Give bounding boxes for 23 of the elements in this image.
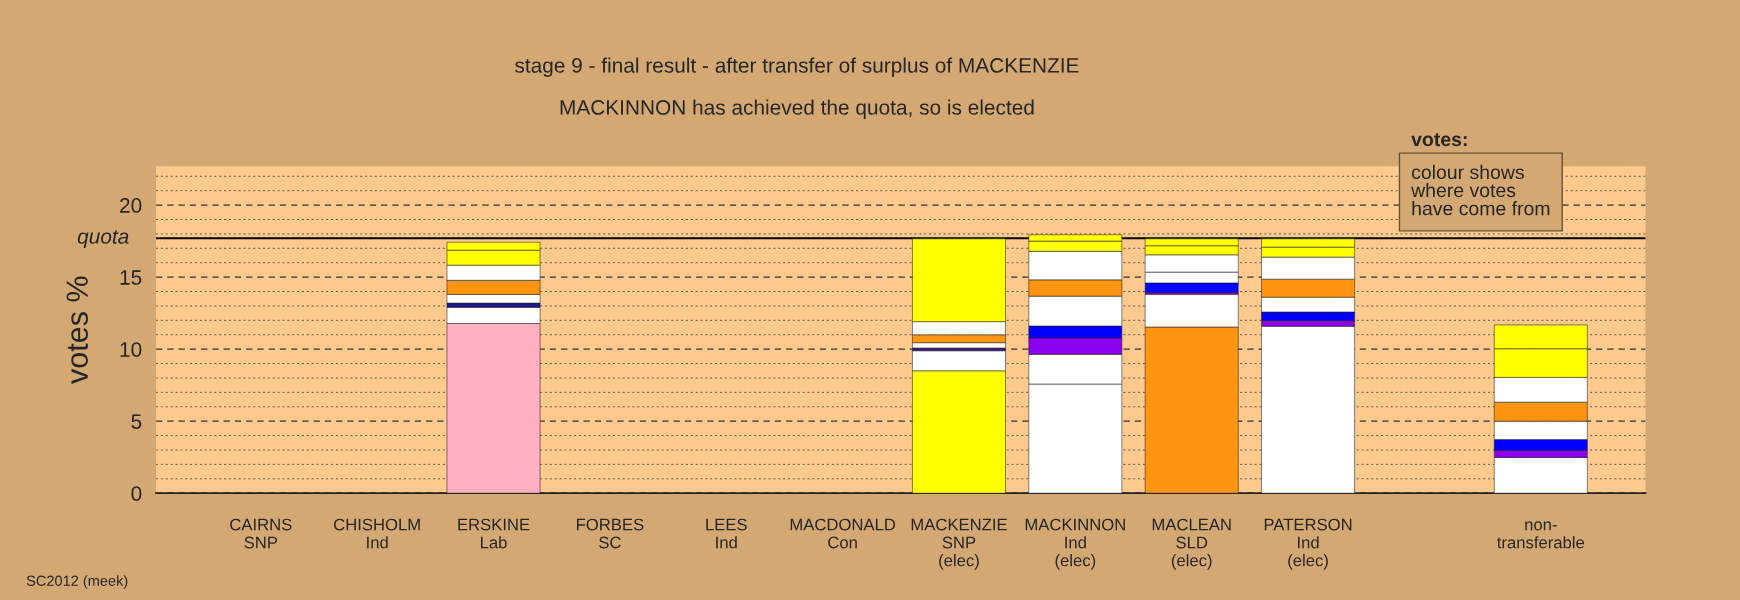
chart-title: stage 9 - final result - after transfer of surplus of MACKENZIE — [515, 57, 1079, 77]
x-tick-label: MACKENZIE SNP (elec) — [911, 518, 1007, 570]
x-tick-label: FORBES SC — [576, 518, 644, 549]
x-tick-label: CHISHOLM Ind — [334, 518, 420, 549]
y-tick-label: 5 — [131, 414, 142, 429]
text: SC2012 (meek) — [26, 575, 128, 589]
annotation: colour shows where votes have come from — [1411, 164, 1550, 216]
x-tick-label: LEES Ind — [706, 518, 747, 549]
chart-subtitle: MACKINNON has achieved the quota, so is elected — [560, 99, 1034, 119]
text: votes: — [1411, 133, 1467, 147]
x-tick-label: PATERSON Ind (elec) — [1264, 518, 1352, 570]
y-tick-label: 0 — [131, 486, 142, 501]
x-tick-label: non- transferable — [1497, 521, 1585, 549]
x-tick-label: MACLEAN SLD (elec) — [1152, 518, 1231, 570]
y-tick-label: 20 — [120, 198, 142, 213]
x-tick-label: ERSKINE Lab — [458, 518, 530, 549]
y-tick-label: 15 — [120, 270, 142, 285]
x-tick-label: CAIRNS SNP — [230, 518, 292, 549]
ref-line-label: quota — [77, 230, 129, 248]
x-tick-label: MACKINNON Ind (elec) — [1025, 518, 1125, 570]
y-axis-title: votes % — [66, 276, 88, 384]
y-tick-label: 10 — [120, 342, 142, 357]
x-tick-label: MACDONALD Con — [790, 518, 896, 549]
